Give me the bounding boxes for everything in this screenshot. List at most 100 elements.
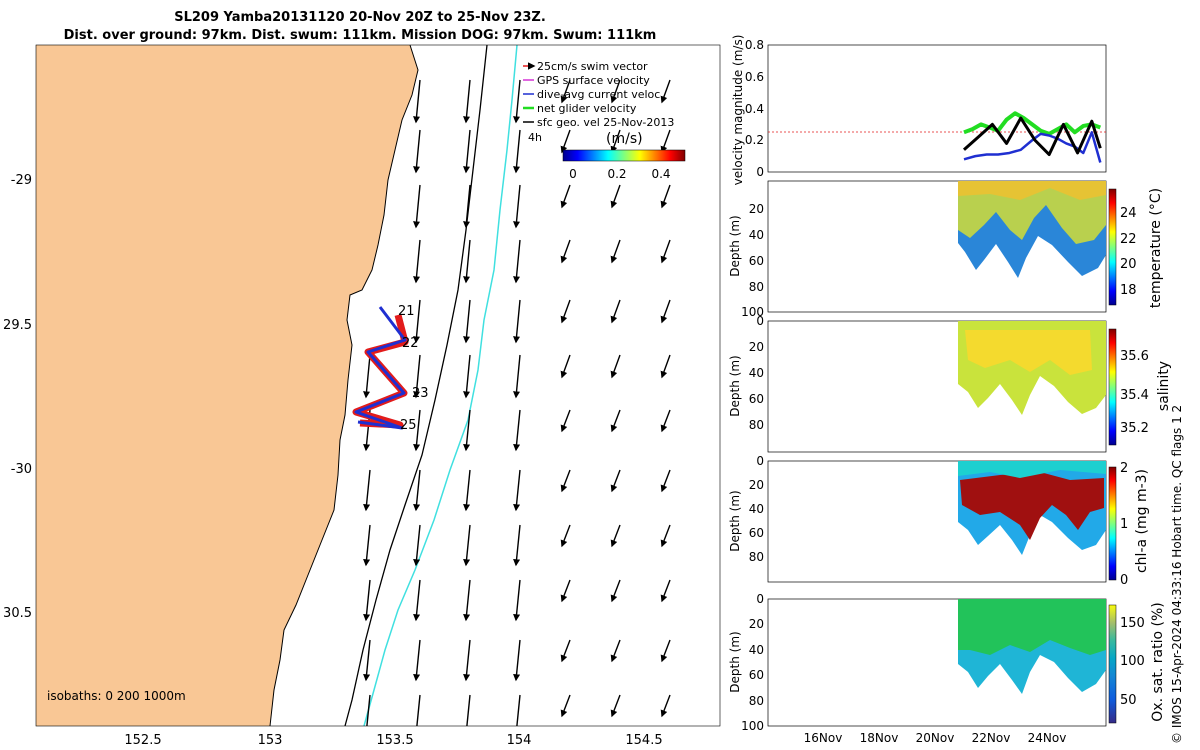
ox-ytick-40: 40	[749, 643, 764, 657]
temperature-panel: 20 40 60 80 100 Depth (m) 24 22 20 18 te…	[728, 180, 1164, 319]
velocity-series-0	[963, 111, 1102, 136]
chl-cbar-2: 2	[1120, 461, 1128, 476]
velocity-vector-24	[413, 299, 421, 344]
velocity-vector-54	[513, 524, 521, 567]
map-ytick-29.5: 29.5	[3, 318, 32, 333]
temp-cbar-24: 24	[1120, 206, 1137, 221]
time-xtick-22nov: 22Nov	[972, 731, 1011, 745]
chla-panel: 0 20 40 60 80 Depth (m) 2 1 0 chl-a (mg …	[728, 454, 1150, 588]
velocity-vector-55	[560, 524, 571, 548]
velocity-vector-40	[513, 409, 521, 452]
velocity-series-2	[962, 116, 1102, 157]
velocity-vector-14	[513, 184, 521, 229]
velocity-vector-62	[560, 579, 571, 603]
sal-ytick-60: 60	[749, 392, 764, 406]
map-frame	[35, 44, 721, 727]
glider-track	[354, 306, 407, 430]
velocity-vector-8	[513, 129, 521, 174]
velocity-vector-16	[610, 184, 621, 209]
vel-ytick-0.8: 0.8	[745, 38, 764, 52]
current-core-line	[363, 45, 518, 726]
map-xtick-152.5: 152.5	[124, 733, 161, 748]
land-mass	[36, 45, 418, 726]
velocity-vector-6	[413, 129, 421, 174]
velocity-vector-60	[463, 579, 471, 622]
velocity-vector-17	[660, 184, 671, 209]
velocity-vector-39	[463, 409, 471, 452]
isobath-label: isobaths: 0 200 1000m	[47, 689, 186, 703]
map-xtick-154.5: 154.5	[625, 733, 662, 748]
colorbar-unit: (m/s)	[606, 131, 643, 147]
chl-ytick-40: 40	[749, 502, 764, 516]
legend-dive-avg-current: dive-avg current veloc.	[537, 88, 664, 101]
temp-cbar-20: 20	[1120, 257, 1137, 272]
legend-speed-label: 4h	[528, 131, 542, 144]
time-xtick-20nov: 20Nov	[916, 731, 955, 745]
temp-cbar-22: 22	[1120, 232, 1137, 247]
salinity-colorbar	[1108, 328, 1117, 446]
velocity-vector-66	[413, 639, 421, 682]
velocity-vector-41	[560, 409, 571, 433]
sal-ytick-20: 20	[749, 340, 764, 354]
temperature-surface-layer	[958, 181, 1106, 200]
velocity-vector-44	[363, 469, 371, 512]
ox-ytick-60: 60	[749, 668, 764, 682]
velocity-vector-77	[610, 694, 621, 718]
velocity-vector-12	[413, 184, 421, 229]
velocity-vector-35	[610, 354, 621, 379]
legend-swim-vector: 25cm/s swim vector	[537, 60, 648, 73]
velocity-vector-19	[463, 239, 471, 284]
chla-ylabel: Depth (m)	[728, 490, 742, 551]
speed-colorbar-tick-2: 0.4	[651, 167, 670, 181]
velocity-axes	[767, 44, 1107, 173]
velocity-vector-27	[560, 299, 571, 324]
time-xtick-16nov: 16Nov	[804, 731, 843, 745]
chla-surface-layer	[958, 461, 1106, 478]
velocity-vector-26	[513, 299, 521, 344]
velocity-vector-75	[516, 694, 521, 726]
ox-cbar-50: 50	[1120, 693, 1137, 708]
velocity-vector-56	[610, 524, 621, 548]
velocity-vector-59	[413, 579, 421, 622]
velocity-vector-71	[660, 639, 671, 663]
oxygen-surface-layer	[958, 599, 1106, 655]
ox-cbar-150: 150	[1120, 616, 1145, 631]
velocity-vector-28	[610, 299, 621, 324]
sal-cbar-35.6: 35.6	[1120, 349, 1149, 364]
salinity-ylabel: Depth (m)	[728, 355, 742, 416]
oxygen-panel: 0 20 40 60 80 100 Depth (m) 150 100 50 O…	[728, 592, 1166, 745]
temp-ytick-100: 100	[741, 305, 764, 319]
velocity-vector-74	[466, 694, 471, 726]
velocity-vector-78	[660, 694, 671, 718]
chl-ytick-60: 60	[749, 526, 764, 540]
footer-credit: © IMOS 15-Apr-2024 04:33:16 Hobart time.…	[1170, 404, 1184, 744]
chla-colorbar	[1108, 466, 1117, 581]
chl-ytick-80: 80	[749, 550, 764, 564]
velocity-vector-11	[660, 129, 671, 154]
velocity-vector-5	[660, 79, 671, 104]
velocity-vector-47	[513, 469, 521, 512]
velocity-series	[962, 111, 1102, 163]
velocity-vector-51	[363, 524, 371, 567]
time-xtick-24nov: 24Nov	[1028, 731, 1067, 745]
sal-ytick-80: 80	[749, 418, 764, 432]
chl-cbar-0: 0	[1120, 573, 1128, 588]
ox-ytick-80: 80	[749, 694, 764, 708]
velocity-vector-4	[610, 79, 621, 104]
map-panel: 21 22 23 25 25cm/s swim vector GPS surfa…	[3, 44, 721, 748]
chla-max-layer	[960, 472, 1104, 540]
vel-ytick-0.6: 0.6	[745, 70, 764, 84]
vel-ytick-0.4: 0.4	[745, 102, 764, 116]
salinity-cbar-label: salinity	[1156, 361, 1172, 411]
velocity-vector-32	[463, 354, 471, 399]
legend-net-glider: net glider velocity	[537, 102, 637, 115]
temperature-colorbar	[1108, 188, 1117, 306]
map-legend: 25cm/s swim vector GPS surface velocity …	[523, 60, 686, 181]
chart-title-line1: SL209 Yamba20131120 20-Nov 20Z to 25-Nov…	[174, 10, 546, 25]
velocity-vector-65	[363, 639, 371, 682]
oxygen-ylabel: Depth (m)	[728, 631, 742, 692]
velocity-ylabel: velocity magnitude (m/s)	[731, 35, 745, 186]
velocity-vector-33	[513, 354, 521, 399]
isobath-200m	[344, 45, 488, 726]
